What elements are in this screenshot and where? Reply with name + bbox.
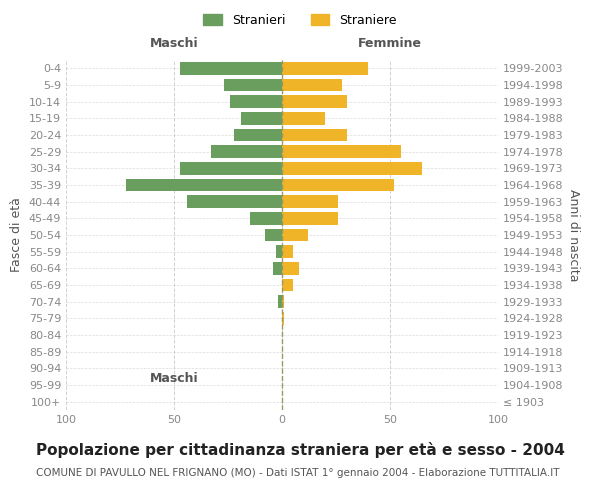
Bar bbox=[282, 146, 401, 158]
Bar bbox=[181, 62, 282, 74]
Text: Popolazione per cittadinanza straniera per età e sesso - 2004: Popolazione per cittadinanza straniera p… bbox=[36, 442, 565, 458]
Bar bbox=[282, 296, 284, 308]
Bar bbox=[282, 112, 325, 124]
Y-axis label: Anni di nascita: Anni di nascita bbox=[567, 188, 580, 281]
Bar bbox=[282, 96, 347, 108]
Bar bbox=[282, 129, 347, 141]
Bar bbox=[211, 146, 282, 158]
Bar bbox=[241, 112, 282, 124]
Bar bbox=[181, 162, 282, 174]
Bar bbox=[127, 179, 282, 192]
Bar bbox=[282, 279, 293, 291]
Bar bbox=[282, 246, 293, 258]
Bar bbox=[250, 212, 282, 224]
Y-axis label: Fasce di età: Fasce di età bbox=[10, 198, 23, 272]
Bar bbox=[282, 79, 343, 92]
Bar bbox=[274, 262, 282, 274]
Text: Femmine: Femmine bbox=[358, 36, 422, 50]
Bar bbox=[230, 96, 282, 108]
Bar bbox=[282, 212, 338, 224]
Bar bbox=[282, 229, 308, 241]
Bar bbox=[265, 229, 282, 241]
Text: Maschi: Maschi bbox=[149, 372, 199, 384]
Bar bbox=[282, 179, 394, 192]
Bar bbox=[282, 312, 284, 324]
Bar bbox=[282, 196, 338, 208]
Text: COMUNE DI PAVULLO NEL FRIGNANO (MO) - Dati ISTAT 1° gennaio 2004 - Elaborazione : COMUNE DI PAVULLO NEL FRIGNANO (MO) - Da… bbox=[36, 468, 560, 477]
Bar bbox=[282, 62, 368, 74]
Text: Maschi: Maschi bbox=[149, 36, 199, 50]
Bar bbox=[224, 79, 282, 92]
Bar bbox=[282, 162, 422, 174]
Bar bbox=[235, 129, 282, 141]
Legend: Stranieri, Straniere: Stranieri, Straniere bbox=[198, 8, 402, 32]
Bar bbox=[278, 296, 282, 308]
Bar bbox=[187, 196, 282, 208]
Bar bbox=[282, 262, 299, 274]
Bar bbox=[275, 246, 282, 258]
